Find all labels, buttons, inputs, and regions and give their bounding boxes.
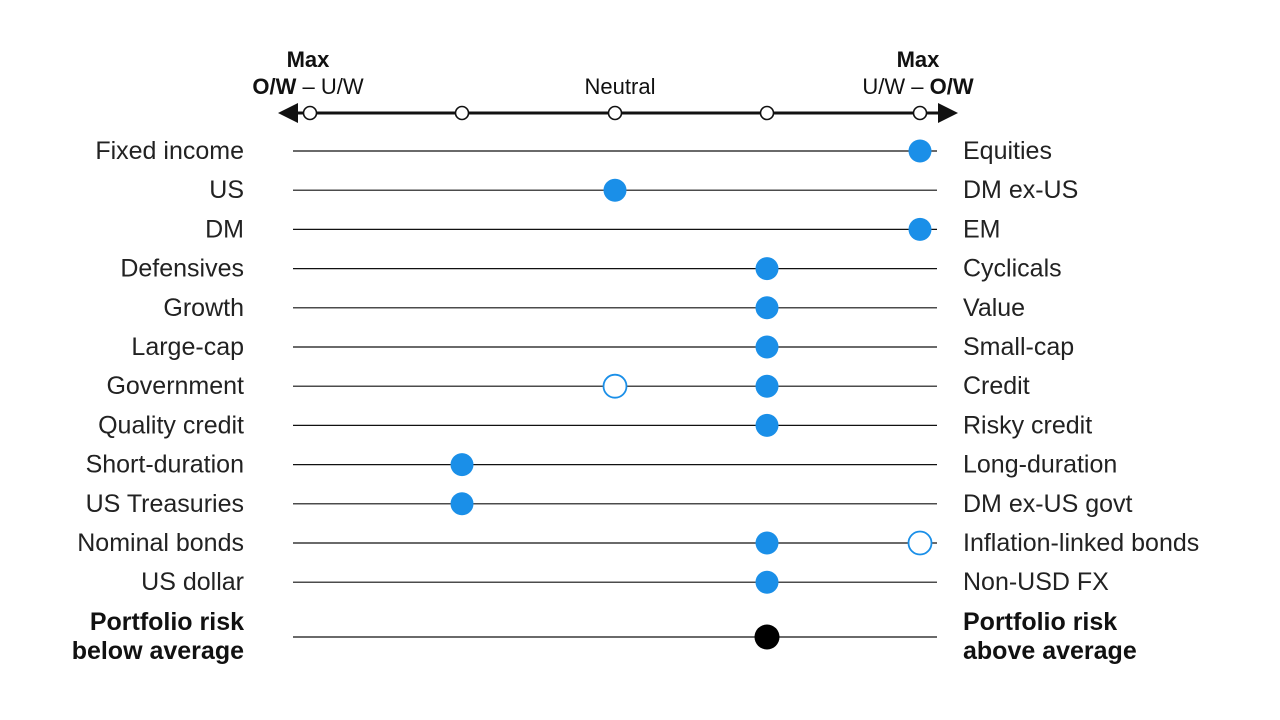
summary-left-line1: Portfolio risk bbox=[90, 608, 244, 636]
summary-right-line2: above average bbox=[963, 637, 1137, 665]
row: US Treasuries DM ex-US govt bbox=[86, 490, 1133, 518]
current-position-marker bbox=[450, 492, 474, 516]
row-left-label: US Treasuries bbox=[86, 490, 244, 518]
row: Fixed income Equities bbox=[95, 137, 1052, 165]
row-left-label: Growth bbox=[163, 294, 244, 322]
row-right-label: Equities bbox=[963, 137, 1052, 165]
row-right-label: EM bbox=[963, 215, 1001, 243]
row-left-label: Government bbox=[106, 372, 244, 400]
row-right-label: Credit bbox=[963, 372, 1030, 400]
row-right-label: DM ex-US govt bbox=[963, 490, 1133, 518]
scale-header: Max O/W – U/W Neutral Max U/W – O/W bbox=[252, 47, 973, 99]
previous-position-marker bbox=[602, 373, 628, 399]
row-right-label: Small-cap bbox=[963, 333, 1074, 361]
left-header-bold: O/W bbox=[252, 74, 296, 99]
current-position-marker bbox=[755, 531, 779, 555]
axis-right-arrow bbox=[938, 103, 958, 123]
row: Large-cap Small-cap bbox=[131, 333, 1074, 361]
row-left-label: Defensives bbox=[120, 255, 244, 283]
left-header-plain: U/W bbox=[321, 74, 364, 99]
right-header-sep: – bbox=[905, 74, 929, 99]
scale-axis bbox=[278, 103, 958, 123]
row-right-label: Inflation-linked bonds bbox=[963, 529, 1199, 557]
row: Quality credit Risky credit bbox=[98, 411, 1092, 439]
left-header-text: O/W – U/W bbox=[252, 74, 363, 99]
row-left-label: Nominal bonds bbox=[77, 529, 244, 557]
row-left-label: Short-duration bbox=[86, 451, 244, 479]
scale-tick-1 bbox=[302, 105, 318, 121]
row-left-label: Large-cap bbox=[131, 333, 244, 361]
current-position-marker bbox=[755, 296, 779, 320]
row-left-label: US dollar bbox=[141, 568, 244, 596]
center-header: Neutral bbox=[585, 74, 656, 99]
row-left-label: US bbox=[209, 176, 244, 204]
scale-tick-2 bbox=[454, 105, 470, 121]
row-left-label: Quality credit bbox=[98, 411, 244, 439]
scale-tick-4 bbox=[759, 105, 775, 121]
summary-position-marker bbox=[754, 624, 780, 650]
row: Nominal bonds Inflation-linked bonds bbox=[77, 529, 1199, 557]
right-header-title: Max bbox=[897, 47, 941, 72]
current-position-marker bbox=[603, 178, 627, 202]
row-right-label: Cyclicals bbox=[963, 255, 1062, 283]
summary-right-line1: Portfolio risk bbox=[963, 608, 1117, 636]
left-header-title: Max bbox=[287, 47, 331, 72]
row-right-label: Non-USD FX bbox=[963, 568, 1109, 596]
row: DM EM bbox=[205, 215, 1000, 243]
current-position-marker bbox=[908, 139, 932, 163]
right-header-text: U/W – O/W bbox=[862, 74, 973, 99]
row-right-label: Risky credit bbox=[963, 411, 1092, 439]
current-position-marker bbox=[755, 257, 779, 281]
current-position-marker bbox=[450, 453, 474, 477]
rows: Fixed income Equities US DM ex-US DM EM Defens… bbox=[72, 137, 1200, 665]
right-header-bold: O/W bbox=[930, 74, 974, 99]
scale-tick-5 bbox=[912, 105, 928, 121]
current-position-marker bbox=[755, 374, 779, 398]
row: US dollar Non-USD FX bbox=[141, 568, 1109, 596]
current-position-marker bbox=[755, 335, 779, 359]
row-left-label: DM bbox=[205, 215, 244, 243]
scale-tick-3 bbox=[607, 105, 623, 121]
current-position-marker bbox=[755, 570, 779, 594]
left-header-sep: – bbox=[296, 74, 320, 99]
row: Short-duration Long-duration bbox=[86, 451, 1118, 479]
row: Growth Value bbox=[163, 294, 1025, 322]
row: Defensives Cyclicals bbox=[120, 255, 1061, 283]
row-right-label: DM ex-US bbox=[963, 176, 1078, 204]
row: Government Credit bbox=[106, 372, 1029, 400]
row-left-label: Fixed income bbox=[95, 137, 244, 165]
previous-position-marker bbox=[907, 530, 933, 556]
right-header-plain: U/W bbox=[862, 74, 905, 99]
current-position-marker bbox=[908, 217, 932, 241]
row-right-label: Long-duration bbox=[963, 451, 1117, 479]
row-right-label: Value bbox=[963, 294, 1025, 322]
axis-left-arrow bbox=[278, 103, 298, 123]
current-position-marker bbox=[755, 413, 779, 437]
summary-left-line2: below average bbox=[72, 637, 244, 665]
row: US DM ex-US bbox=[209, 176, 1078, 204]
